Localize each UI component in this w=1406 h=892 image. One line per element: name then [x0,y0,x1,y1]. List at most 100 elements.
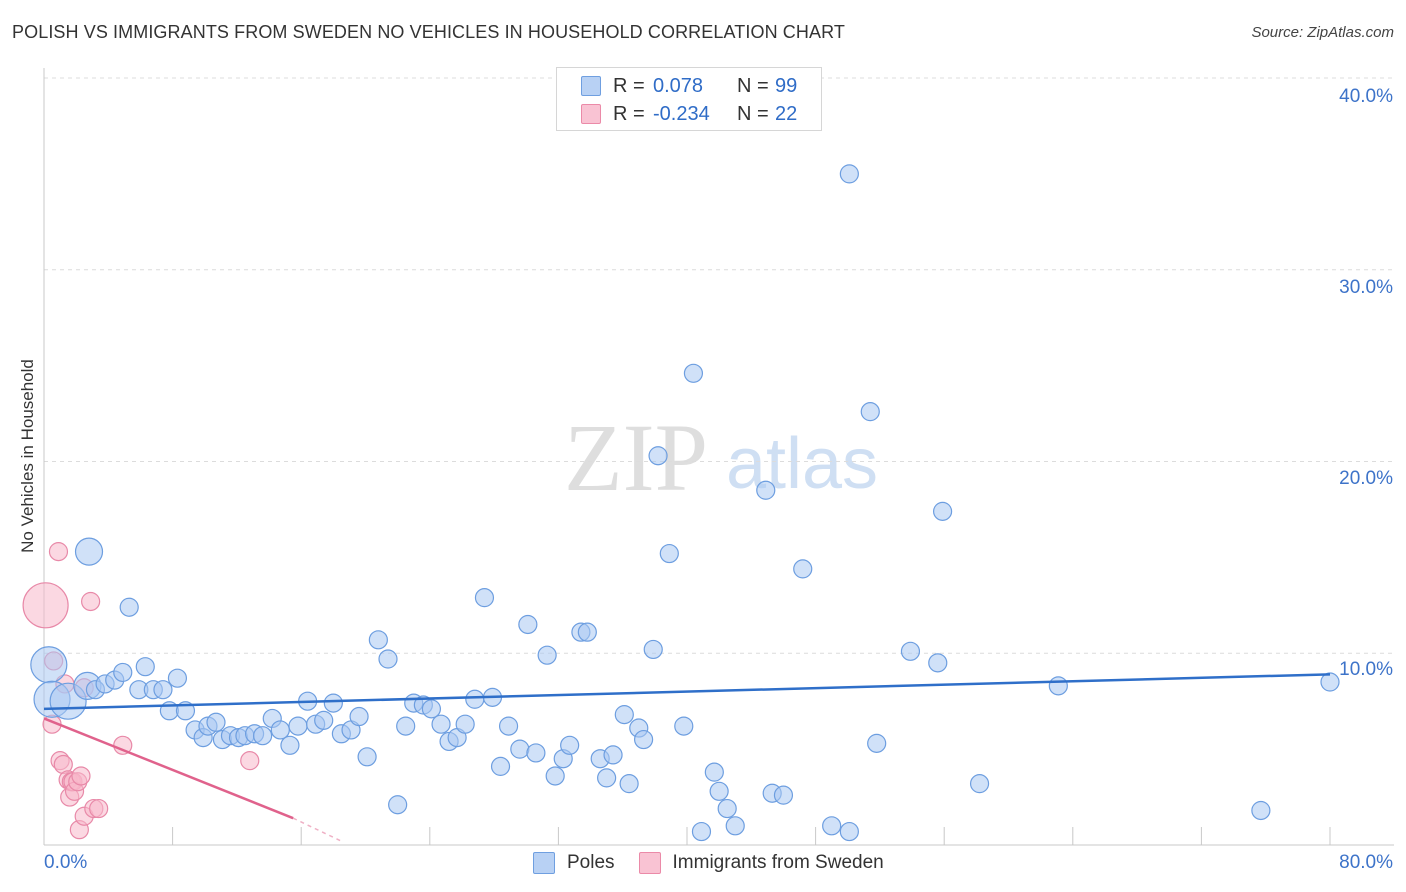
data-point [498,716,519,736]
data-point [1251,800,1271,821]
data-point [1048,676,1068,696]
data-point [30,646,68,684]
data-point [153,680,173,700]
data-point [474,588,495,608]
data-point [74,537,104,566]
n-label: N = [737,74,769,97]
data-point [725,816,745,836]
immigrants-swatch [638,852,661,874]
y-tick-label: 20.0% [1339,468,1393,489]
data-point [270,720,290,740]
data-point [900,641,921,661]
data-point [822,816,842,836]
data-point [839,164,859,184]
poles-swatch [533,852,555,874]
data-point [71,766,91,786]
data-point [349,706,369,727]
data-point [619,774,639,794]
data-point [704,762,724,782]
data-point [839,821,859,842]
data-point [167,668,188,688]
stats-legend: R = 0.078 N = 99 R = -0.234 N = 22 [556,67,822,131]
x-tick-label-min: 0.0% [44,852,88,873]
source-credit: Source: ZipAtlas.com [1251,24,1394,41]
data-point [455,714,475,734]
data-point [113,662,133,683]
data-point [253,726,273,746]
data-point [206,712,226,732]
legend-label: Immigrants from Sweden [672,852,884,873]
data-point [465,689,485,709]
data-point [545,766,565,786]
data-point [48,542,69,562]
data-point [537,645,557,665]
data-point [560,735,580,755]
immigrants-trend-line [43,717,294,820]
stats-row-poles: R = 0.078 N = 99 [581,73,797,99]
data-point [717,798,737,819]
stats-row-immigrants-from-sweden: R = -0.234 N = 22 [581,101,797,127]
data-point [683,363,704,383]
data-point [969,774,990,794]
r-label: R = [613,74,645,97]
data-point [119,597,139,617]
data-point [388,795,408,815]
data-point [860,402,880,422]
data-point [396,716,416,736]
legend-item-immigrants-from-sweden[interactable]: Immigrants from Sweden [638,852,884,874]
data-point [431,714,451,734]
r-label: R = [613,102,645,125]
y-tick-label: 10.0% [1339,659,1393,680]
data-point [323,693,343,713]
data-point [288,716,308,736]
data-point [1320,672,1340,692]
data-point [709,781,729,801]
legend-item-poles[interactable]: Poles [533,852,615,874]
data-point [510,739,530,759]
legend-label: Poles [567,852,615,873]
data-point [773,785,794,805]
n-label: N = [737,102,769,125]
immigrants-swatch [581,104,601,124]
data-point [314,710,334,730]
n-value: 99 [775,74,798,97]
grid-lines [44,77,1394,654]
data-point [490,756,511,776]
data-point [577,622,597,642]
data-point [357,747,377,767]
series-poles [30,164,1340,842]
data-point [526,743,546,763]
data-point [603,745,623,765]
x-tick-label-max: 80.0% [1339,852,1393,873]
data-point [135,657,155,677]
data-point [928,653,948,673]
y-tick-label: 30.0% [1339,277,1393,298]
data-point [643,639,663,660]
poles-swatch [581,76,601,96]
data-point [659,543,679,564]
n-value: 22 [775,102,798,125]
data-point [756,480,776,500]
y-axis-label: No Vehicles in Household [18,359,37,553]
watermark-zip: ZIP [564,404,708,511]
data-point [633,729,654,750]
watermark: ZIP atlas [564,404,878,511]
data-point [691,821,712,842]
data-point [378,649,398,669]
data-point [867,733,887,753]
data-point [240,751,260,771]
data-point [368,630,388,650]
data-point [614,705,634,725]
data-point [518,614,538,635]
data-point [421,699,442,719]
series-legend: Poles Immigrants from Sweden [533,852,908,874]
chart-title: POLISH VS IMMIGRANTS FROM SWEDEN NO VEHI… [12,22,845,42]
data-point [597,768,617,788]
data-point [793,559,813,579]
data-point [81,591,101,612]
immigrants-trend-extension [292,817,342,842]
data-point [280,735,300,755]
trend-lines [43,673,1331,842]
data-point [648,446,668,466]
